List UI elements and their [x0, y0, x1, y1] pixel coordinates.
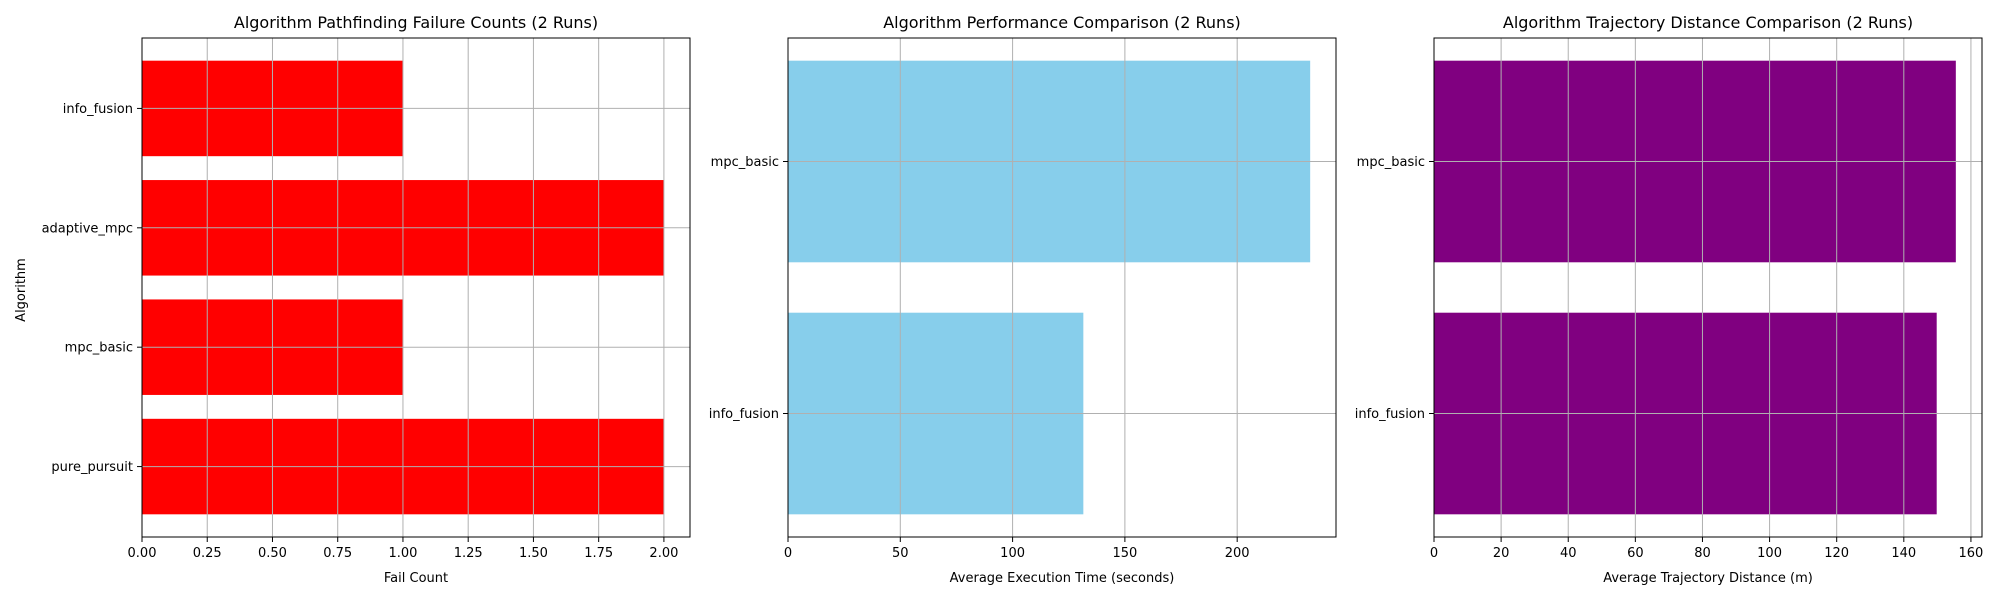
chart-panel-execution-time: Algorithm Performance Comparison (2 Runs…	[709, 13, 1337, 586]
x-tick-label: 80	[1694, 546, 1711, 561]
chart-panel-fail-counts: Algorithm Pathfinding Failure Counts (2 …	[14, 13, 691, 586]
x-tick-label: 0	[784, 546, 792, 561]
x-tick-label: 150	[1112, 546, 1137, 561]
x-tick-label: 200	[1225, 546, 1250, 561]
y-tick-label: mpc_basic	[1357, 155, 1425, 170]
x-tick-label: 140	[1891, 546, 1916, 561]
y-tick-label: info_fusion	[1355, 407, 1425, 422]
x-tick-label: 1.25	[454, 546, 483, 561]
x-tick-label: 100	[1000, 546, 1025, 561]
axes-frame	[141, 37, 691, 538]
x-tick-label: 1.75	[584, 546, 613, 561]
y-tick-label: pure_pursuit	[51, 460, 133, 475]
x-axis-label: Average Trajectory Distance (m)	[1603, 571, 1813, 586]
axes-frame	[1433, 37, 1983, 538]
x-axis-label: Average Execution Time (seconds)	[950, 571, 1175, 586]
x-tick-label: 1.50	[519, 546, 548, 561]
x-tick-label: 50	[892, 546, 909, 561]
x-axis-label: Fail Count	[384, 571, 448, 586]
x-tick-label: 0.25	[193, 546, 222, 561]
x-tick-label: 0.50	[258, 546, 287, 561]
chart-title: Algorithm Trajectory Distance Comparison…	[1503, 13, 1913, 32]
x-tick-label: 0.00	[128, 546, 157, 561]
y-axis-label: Algorithm	[14, 258, 29, 322]
x-tick-label: 100	[1757, 546, 1782, 561]
chart-title: Algorithm Performance Comparison (2 Runs…	[883, 13, 1241, 32]
y-tick-label: mpc_basic	[65, 341, 133, 356]
chart-title: Algorithm Pathfinding Failure Counts (2 …	[234, 13, 598, 32]
y-tick-label: info_fusion	[63, 102, 133, 117]
x-tick-label: 2.00	[649, 546, 678, 561]
axes-frame	[787, 37, 1337, 538]
y-tick-label: mpc_basic	[711, 155, 779, 170]
x-tick-label: 0.75	[323, 546, 352, 561]
x-tick-label: 1.00	[388, 546, 417, 561]
x-tick-label: 120	[1824, 546, 1849, 561]
y-tick-label: adaptive_mpc	[42, 221, 133, 236]
y-tick-label: info_fusion	[709, 407, 779, 422]
x-tick-label: 40	[1560, 546, 1577, 561]
x-tick-label: 60	[1627, 546, 1644, 561]
x-tick-label: 0	[1430, 546, 1438, 561]
chart-panel-trajectory-distance: Algorithm Trajectory Distance Comparison…	[1355, 13, 1984, 586]
x-tick-label: 160	[1959, 546, 1984, 561]
x-tick-label: 20	[1493, 546, 1510, 561]
